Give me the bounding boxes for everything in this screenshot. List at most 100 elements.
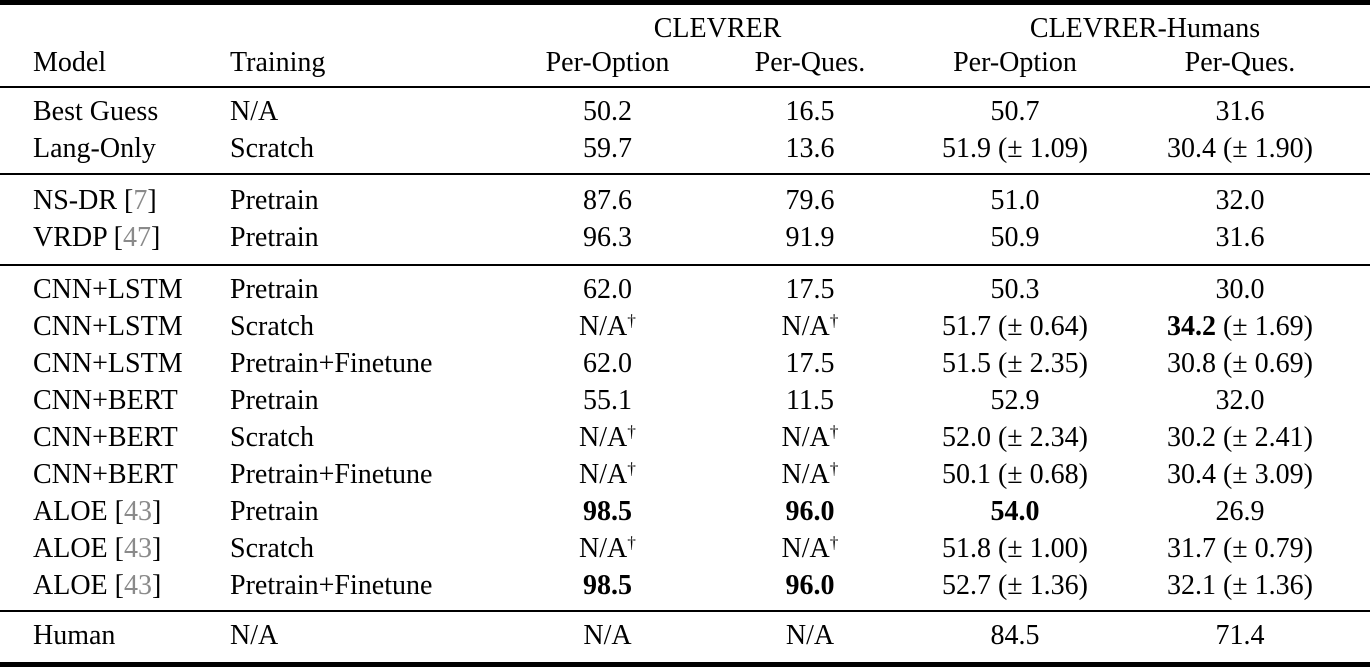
dagger-footnote-marker: † (829, 422, 839, 441)
value-cell: 91.9 (700, 219, 920, 265)
table-row: CNN+BERT Scratch N/A† N/A† 52.0 (± 2.34) 30.2… (0, 419, 1370, 456)
value-cell: 26.9 (1110, 493, 1370, 530)
value-text: 32.1 (1166, 570, 1216, 601)
value-text: 59.7 (583, 133, 632, 164)
spacer-cell (0, 3, 230, 47)
model-cell: Lang-Only (33, 133, 156, 164)
value-text: 79.6 (785, 185, 835, 216)
value-cell: 50.1 (± 0.68) (941, 459, 1088, 490)
value-cell: 13.6 (700, 130, 920, 174)
table-row: CNN+LSTM Pretrain+Finetune 62.0 17.5 51.5 (±… (0, 345, 1370, 382)
column-header-row: Model Training Per-Option Per-Ques. Per-… (0, 46, 1370, 87)
table-row: Human N/A N/A N/A 84.5 71.4 (0, 611, 1370, 665)
table-row: Best Guess N/A 50.2 16.5 50.7 31.6 (0, 87, 1370, 130)
value-text: 62.0 (583, 348, 632, 379)
value-cell: 31.6 (1110, 87, 1370, 130)
citation-number[interactable]: 43 (123, 496, 152, 527)
value-text: 30.4 (1166, 459, 1216, 490)
value-cell: N/A† (515, 308, 700, 345)
dagger-footnote-marker: † (627, 422, 636, 441)
column-group-clevrer: CLEVRER (653, 13, 782, 44)
dagger-footnote-marker: † (627, 459, 636, 478)
value-cell: 55.1 (515, 382, 700, 419)
column-group-header-row: CLEVRER CLEVRER-Humans (0, 3, 1370, 47)
table-group-2: NS-DR [7] Pretrain 87.6 79.6 51.0 32.0 VRDP [4… (0, 174, 1370, 265)
value-text: 31.6 (1215, 96, 1265, 127)
value-cell: 79.6 (700, 174, 920, 219)
value-text: N/A (579, 422, 628, 453)
value-cell: N/A (515, 611, 700, 665)
table-row: NS-DR [7] Pretrain 87.6 79.6 51.0 32.0 (0, 174, 1370, 219)
value-text: N/A (579, 459, 628, 490)
value-cell: 30.0 (1110, 265, 1370, 308)
value-text: 17.5 (785, 348, 835, 379)
value-cell: 52.7 (± 1.36) (941, 570, 1088, 601)
column-group-clevrer-humans: CLEVRER-Humans (1029, 13, 1261, 44)
citation-number[interactable]: 47 (122, 222, 151, 253)
value-cell: 62.0 (515, 265, 700, 308)
value-cell: N/A† (515, 530, 700, 567)
spacer-cell (230, 3, 515, 47)
value-text: 71.4 (1215, 620, 1265, 651)
value-text: N/A (579, 533, 628, 564)
value-cell: 71.4 (1110, 611, 1370, 665)
value-cell: 84.5 (920, 611, 1110, 665)
value-cell: N/A† (700, 456, 920, 493)
value-text: 30.0 (1215, 274, 1265, 305)
training-cell: N/A (230, 96, 279, 127)
training-cell: Pretrain (230, 274, 319, 305)
value-cell: 51.8 (± 1.00) (941, 533, 1088, 564)
value-text: 30.8 (1166, 348, 1216, 379)
column-header-clevrer-per-option: Per-Option (545, 47, 670, 78)
value-cell: N/A (700, 611, 920, 665)
table-group-4: Human N/A N/A N/A 84.5 71.4 (0, 611, 1370, 665)
table-row: CNN+BERT Pretrain+Finetune N/A† N/A† 50.1 (±… (0, 456, 1370, 493)
citation-number[interactable]: 43 (123, 570, 152, 601)
value-text: 96.3 (583, 222, 632, 253)
table-group-1: Best Guess N/A 50.2 16.5 50.7 31.6 Lang-Only Sc… (0, 87, 1370, 174)
value-text: 84.5 (990, 620, 1040, 651)
value-text: 55.1 (583, 385, 632, 416)
value-text: 30.4 (1166, 133, 1216, 164)
value-text: N/A (579, 311, 628, 342)
value-text: 16.5 (785, 96, 835, 127)
table-group-3: CNN+LSTM Pretrain 62.0 17.5 50.3 30.0 CNN+LSTM… (0, 265, 1370, 611)
model-cell: NS-DR [7] (33, 185, 157, 216)
model-cell: CNN+BERT (33, 422, 178, 453)
value-cell: 16.5 (700, 87, 920, 130)
model-cell: CNN+LSTM (33, 274, 183, 305)
column-header-model: Model (33, 47, 107, 78)
value-text: 30.2 (1166, 422, 1216, 453)
dagger-footnote-marker: † (829, 533, 839, 552)
value-text: 98.5 (583, 570, 632, 601)
citation-number[interactable]: 7 (133, 185, 148, 216)
value-text: 98.5 (583, 496, 632, 527)
table-row: ALOE [43] Pretrain 98.5 96.0 54.0 26.9 (0, 493, 1370, 530)
table-row: CNN+LSTM Scratch N/A† N/A† 51.7 (± 0.64) 34.2… (0, 308, 1370, 345)
value-text: 31.6 (1215, 222, 1265, 253)
value-text: 17.5 (785, 274, 835, 305)
value-text: 87.6 (583, 185, 632, 216)
training-cell: Scratch (230, 311, 314, 342)
value-cell: 50.7 (920, 87, 1110, 130)
citation-number[interactable]: 43 (123, 533, 152, 564)
value-cell: 32.0 (1110, 174, 1370, 219)
table-row: Lang-Only Scratch 59.7 13.6 51.9 (± 1.09) 30.… (0, 130, 1370, 174)
table-header: CLEVRER CLEVRER-Humans Model Training Pe… (0, 3, 1370, 87)
training-cell: N/A (230, 620, 279, 651)
model-cell: VRDP [47] (33, 222, 161, 253)
dagger-footnote-marker: † (829, 311, 839, 330)
value-cell: 32.0 (1110, 382, 1370, 419)
value-cell: 62.0 (515, 345, 700, 382)
dagger-footnote-marker: † (627, 311, 636, 330)
value-cell: 30.2 (± 2.41) (1166, 422, 1313, 453)
training-cell: Pretrain (230, 496, 319, 527)
value-cell: 52.9 (920, 382, 1110, 419)
column-header-humans-per-option: Per-Option (953, 47, 1077, 78)
value-cell: 51.9 (± 1.09) (941, 133, 1088, 164)
value-text: 96.0 (785, 496, 835, 527)
value-text: 34.2 (1166, 311, 1216, 342)
value-cell: 11.5 (700, 382, 920, 419)
value-text: N/A (781, 533, 830, 564)
value-text: 51.7 (941, 311, 991, 342)
